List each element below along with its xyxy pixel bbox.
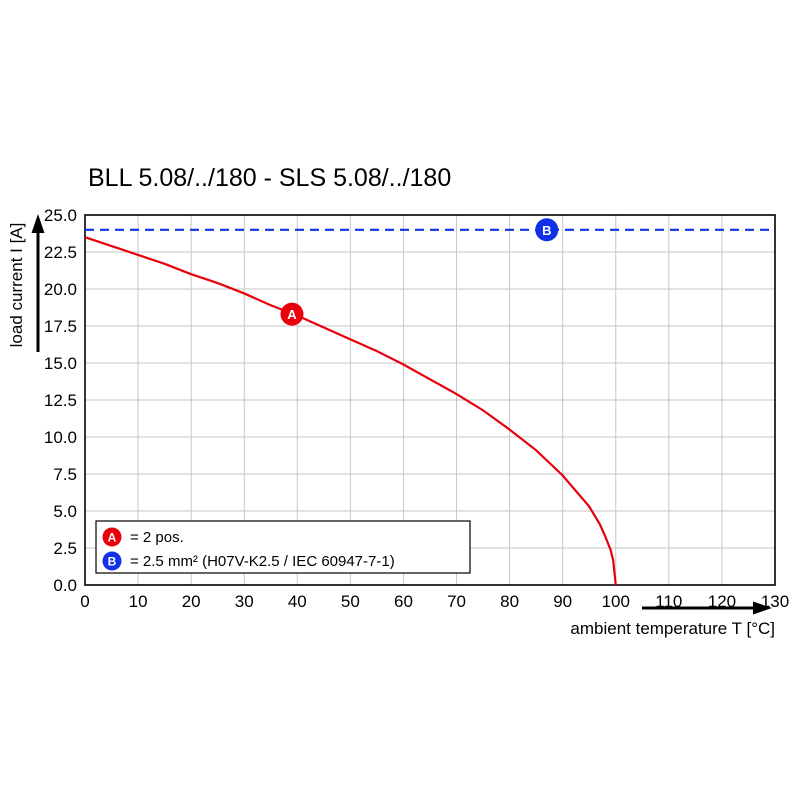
x-tick-label: 110	[655, 592, 682, 611]
legend-marker-a	[102, 527, 122, 547]
x-tick-label: 90	[553, 592, 572, 611]
y-axis-arrow-head	[31, 214, 45, 233]
x-tick-label: 70	[447, 592, 466, 611]
legend-entry-text: = 2.5 mm² (H07V-K2.5 / IEC 60947-7-1)	[130, 553, 395, 570]
axis-arrows	[31, 214, 772, 615]
x-axis-arrow-head	[753, 601, 772, 615]
x-tick-label: 60	[394, 592, 413, 611]
y-tick-label: 2.5	[53, 539, 77, 558]
curve-marker-letter: A	[287, 307, 297, 322]
x-tick-label: 50	[341, 592, 360, 611]
x-tick-label: 10	[129, 592, 148, 611]
legend-entry-text: = 2 pos.	[130, 529, 184, 546]
legend: A = 2 pos. B = 2.5 mm² (H07V-K2.5 / IEC 609…	[95, 520, 471, 574]
y-tick-label: 0.0	[53, 576, 77, 595]
x-tick-label: 80	[500, 592, 519, 611]
curve-marker-a	[280, 302, 304, 326]
curve-marker-b	[535, 218, 559, 242]
x-axis-label: ambient temperature T [°C]	[570, 619, 775, 638]
derating-curve	[84, 236, 617, 586]
data-series	[84, 228, 775, 586]
x-tick-label: 130	[761, 592, 789, 611]
x-tick-label: 100	[602, 592, 630, 611]
y-tick-label: 22.5	[44, 243, 77, 262]
x-tick-label: 0	[80, 592, 89, 611]
x-tick-label: 20	[182, 592, 201, 611]
curve-marker-letter: B	[542, 223, 551, 238]
y-tick-label: 5.0	[53, 502, 77, 521]
chart-title: BLL 5.08/../180 - SLS 5.08/../180	[88, 164, 451, 192]
legend-box	[95, 520, 471, 574]
x-tick-label: 30	[235, 592, 254, 611]
plot-border	[84, 214, 776, 586]
y-tick-label: 25.0	[44, 206, 77, 225]
y-tick-label: 10.0	[44, 428, 77, 447]
y-tick-label: 7.5	[53, 465, 77, 484]
legend-marker-b	[102, 551, 122, 571]
x-tick-label: 40	[288, 592, 307, 611]
y-tick-label: 15.0	[44, 354, 77, 373]
plot-frame	[84, 214, 776, 586]
legend-marker-letter: B	[108, 555, 117, 569]
axis-ticks: 0 10 20 30 40 50 60 70 80 90 100 110 120 130 0.0 2.5 5.0…	[44, 206, 789, 611]
x-tick-label: 120	[708, 592, 736, 611]
y-axis-label: load current I [A]	[7, 223, 26, 348]
series-markers: AB	[280, 218, 559, 326]
y-tick-label: 17.5	[44, 317, 77, 336]
legend-marker-letter: A	[108, 531, 117, 545]
y-tick-label: 12.5	[44, 391, 77, 410]
y-tick-label: 20.0	[44, 280, 77, 299]
